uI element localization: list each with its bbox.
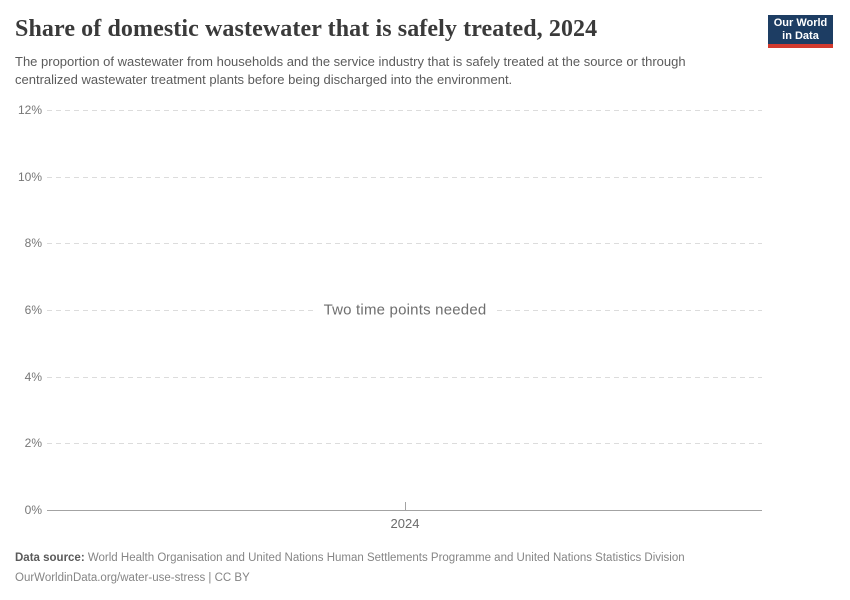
- x-axis-line: [47, 510, 762, 511]
- gridline: [47, 176, 762, 178]
- gridline: [47, 376, 762, 378]
- chart-footer: Data source: World Health Organisation a…: [15, 548, 835, 588]
- y-axis-tick-label: 2%: [24, 436, 42, 451]
- page-title: Share of domestic wastewater that is saf…: [15, 16, 598, 42]
- x-axis-tick-label: 2024: [390, 516, 420, 531]
- x-axis-tick: [404, 502, 406, 510]
- chart-subtitle: The proportion of wastewater from househ…: [15, 54, 686, 87]
- y-axis-tick-label: 4%: [24, 369, 42, 384]
- gridline: [47, 110, 762, 111]
- no-data-note: Two time points needed: [313, 299, 497, 321]
- y-axis-tick-label: 12%: [17, 103, 42, 117]
- data-source-text: World Health Organisation and United Nat…: [84, 552, 685, 564]
- data-source-line: Data source: World Health Organisation a…: [15, 548, 835, 568]
- data-source-label: Data source:: [15, 552, 85, 564]
- license-line: OurWorldinData.org/water-use-stress | CC…: [15, 572, 250, 584]
- y-axis-tick-label: 0%: [24, 503, 42, 517]
- y-axis-tick-label: 10%: [17, 169, 42, 184]
- gridline: [47, 243, 762, 245]
- gridline: [47, 443, 762, 445]
- owid-logo-line2: in Data: [782, 30, 819, 42]
- y-axis-tick-label: 8%: [24, 236, 42, 251]
- y-axis-tick-label: 6%: [24, 303, 42, 317]
- owid-logo-line1: Our World: [773, 17, 828, 29]
- owid-logo[interactable]: Our World in Data: [768, 15, 833, 48]
